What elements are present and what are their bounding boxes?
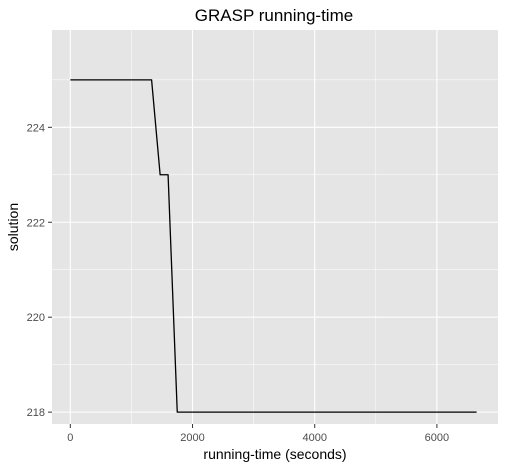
chart-title: GRASP running-time xyxy=(195,6,353,25)
y-axis: 218 220 222 224 xyxy=(27,122,52,419)
y-tick-label: 222 xyxy=(27,217,45,229)
x-axis-title: running-time (seconds) xyxy=(203,446,346,462)
plot-panel xyxy=(52,30,498,424)
x-tick-label: 4000 xyxy=(302,432,326,444)
x-tick-label: 0 xyxy=(67,432,73,444)
grid-minor xyxy=(52,30,498,424)
y-tick-label: 218 xyxy=(27,407,45,419)
x-axis: 0 2000 4000 6000 xyxy=(67,424,449,444)
series-layer xyxy=(70,79,477,413)
series-line xyxy=(70,79,477,413)
x-tick-label: 2000 xyxy=(180,432,204,444)
y-tick-label: 220 xyxy=(27,312,45,324)
y-axis-title: solution xyxy=(5,203,21,251)
x-tick-label: 6000 xyxy=(425,432,449,444)
y-tick-label: 224 xyxy=(27,122,45,134)
